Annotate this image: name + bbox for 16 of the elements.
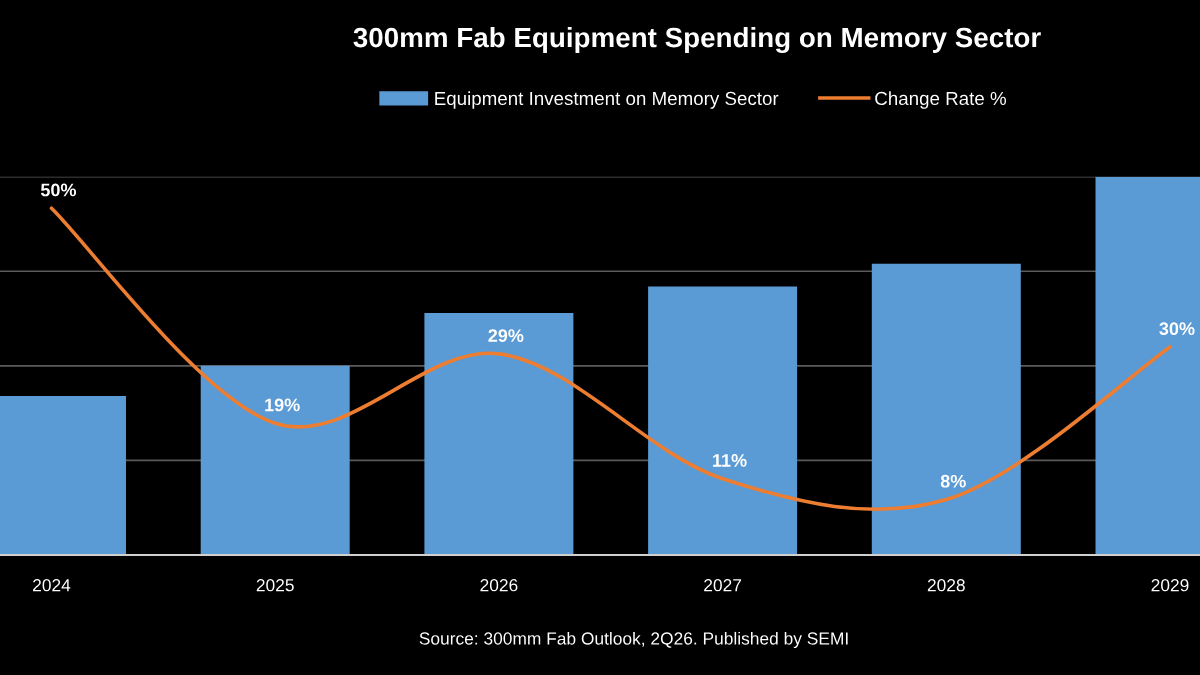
data-label: 8% (940, 474, 966, 488)
data-label: 50% (40, 183, 77, 197)
x-tick-label: 2026 (480, 579, 518, 592)
x-tick-label: 2028 (927, 579, 965, 592)
source-note: Source: 300mm Fab Outlook, 2Q26. Published by SEMI (419, 631, 848, 649)
data-label: 11% (713, 454, 747, 467)
data-label: 29% (488, 329, 524, 342)
x-tick-label: 2025 (256, 579, 294, 592)
x-tick-label: 2029 (1151, 579, 1189, 592)
x-tick-label: 2027 (704, 579, 742, 592)
chart-title: 300mm Fab Equipment Spending on Memory Sector (353, 26, 1041, 54)
x-tick-label: 2024 (33, 579, 71, 592)
data-label: 19% (265, 398, 300, 412)
legend-label: Change Rate % (875, 91, 1006, 109)
legend-label: Equipment Investment on Memory Sector (435, 91, 779, 109)
data-label: 30% (1159, 322, 1195, 336)
